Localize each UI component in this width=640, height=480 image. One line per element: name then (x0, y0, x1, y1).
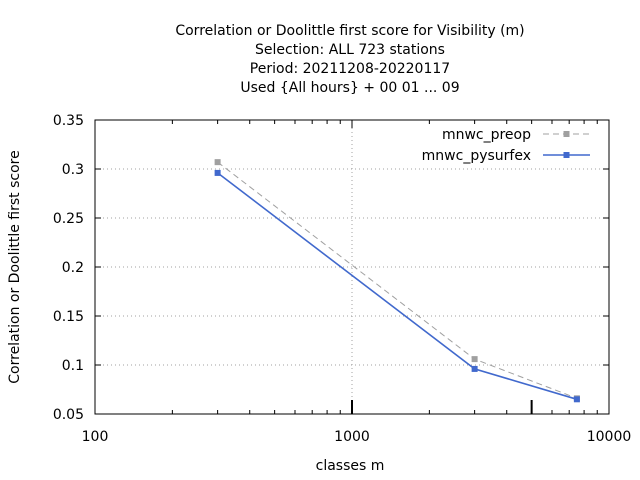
chart-title-line: Used {All hours} + 00 01 ... 09 (240, 80, 459, 96)
y-tick-label: 0.2 (62, 260, 84, 276)
x-tick-label: 100 (82, 429, 109, 445)
data-point-mnwc_preop (214, 159, 221, 166)
x-axis-label: classes m (316, 458, 385, 474)
y-tick-label: 0.3 (62, 162, 84, 178)
y-axis-label: Correlation or Doolittle first score (7, 150, 23, 383)
data-point-mnwc_pysurfex (573, 396, 580, 403)
axis-ticks: 0.05 0.1 0.15 0.2 0.25 0.3 0.35 100 1000 10000 (53, 113, 631, 445)
legend-marker (563, 131, 570, 137)
chart-title-line: Period: 20211208-20220117 (250, 61, 450, 77)
legend: mnwc_preop mnwc_pysurfex (422, 127, 590, 164)
y-tick-label: 0.05 (53, 407, 84, 423)
chart-title: Correlation or Doolittle first score for… (175, 23, 524, 96)
grid (95, 120, 609, 414)
chart-title-line: Selection: ALL 723 stations (255, 42, 445, 58)
legend-label: mnwc_preop (442, 127, 531, 143)
series-line-mnwc_preop (217, 161, 578, 399)
plot-frame (94, 119, 610, 415)
x-tick-label: 10000 (587, 429, 632, 445)
y-tick-label: 0.15 (53, 309, 84, 325)
legend-marker (563, 152, 570, 158)
y-tick-label: 0.25 (53, 211, 84, 227)
y-tick-label: 0.1 (62, 358, 84, 374)
y-tick-label: 0.35 (53, 113, 84, 129)
data-point-mnwc_pysurfex (214, 169, 221, 176)
data-point-mnwc_pysurfex (471, 365, 478, 372)
data-point-mnwc_preop (471, 356, 478, 363)
series (214, 159, 580, 403)
x-tick-label: 1000 (334, 429, 370, 445)
legend-label: mnwc_pysurfex (422, 148, 531, 164)
chart-title-line: Correlation or Doolittle first score for… (175, 23, 524, 39)
